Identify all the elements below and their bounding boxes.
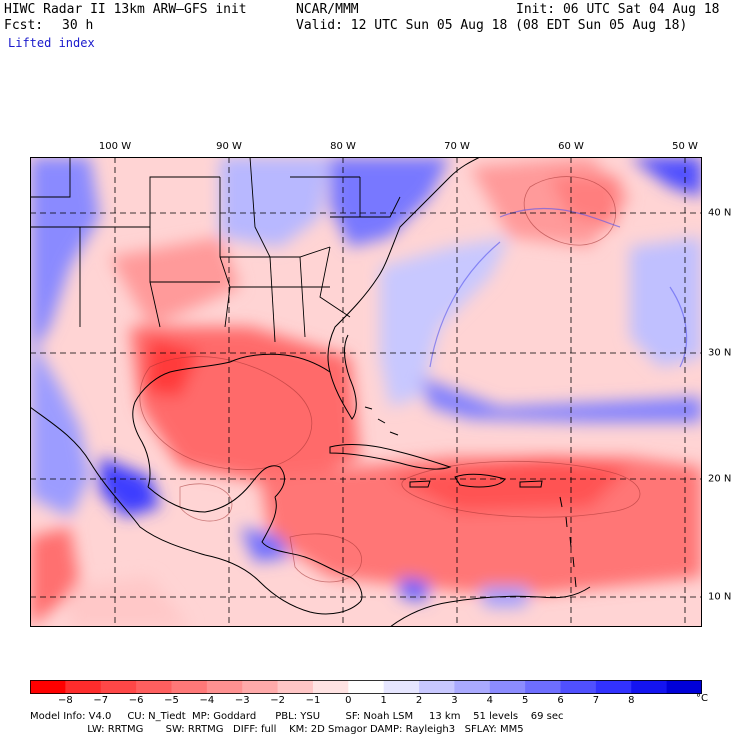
colorbar <box>30 680 702 694</box>
forecast-label: Fcst: <box>4 18 44 33</box>
colorbar-tick-label: −3 <box>234 695 250 706</box>
org-label: NCAR/MMM <box>296 2 359 17</box>
field-shading <box>30 157 702 627</box>
colorbar-tick-label: −1 <box>305 695 321 706</box>
colorbar-tick-label: 1 <box>380 695 387 706</box>
valid-time: Valid: 12 UTC Sun 05 Aug 18 (08 EDT Sun … <box>296 18 688 33</box>
model-info-line-2: LW: RRTMG SW: RRTMG DIFF: full KM: 2D Sm… <box>30 724 524 735</box>
colorbar-cell <box>454 680 491 694</box>
lat-label-30n: 30 N <box>708 347 732 359</box>
colorbar-cell <box>631 680 668 694</box>
colorbar-tick-label: −7 <box>93 695 109 706</box>
forecast-hour: 30 h <box>62 18 94 33</box>
map-frame <box>30 157 702 627</box>
colorbar-tick-label: 8 <box>628 695 635 706</box>
lat-label-40n: 40 N <box>708 207 732 219</box>
colorbar-cell <box>312 680 349 694</box>
lat-label-20n: 20 N <box>708 473 732 485</box>
contour-lines <box>139 176 641 583</box>
colorbar-cell <box>419 680 455 694</box>
colorbar-tick-label: 6 <box>557 695 564 706</box>
colorbar-tick-label: 0 <box>345 695 352 706</box>
lon-label-80w: 80 W <box>330 141 356 152</box>
colorbar-tick-label: 7 <box>592 695 600 706</box>
colorbar-tick-label: 3 <box>451 695 458 706</box>
colorbar-cell <box>171 680 208 694</box>
colorbar-cell <box>136 680 172 694</box>
colorbar-cell <box>100 680 137 694</box>
colorbar-cell <box>65 680 102 694</box>
colorbar-tick-label: −2 <box>270 695 285 706</box>
colorbar-tick-label: 4 <box>486 695 493 706</box>
atlantic-streaks <box>429 207 688 368</box>
colorbar-cell <box>242 680 279 694</box>
colorbar-tick-label: −4 <box>199 695 215 706</box>
lon-label-100w: 100 W <box>98 141 132 152</box>
colorbar-cell <box>525 680 562 694</box>
lifted-index-map <box>30 157 702 627</box>
init-time: Init: 06 UTC Sat 04 Aug 18 <box>516 2 720 17</box>
state-boundaries <box>30 157 401 343</box>
colorbar-tick-label: −8 <box>57 695 73 706</box>
colorbar-cell <box>666 680 702 694</box>
coastlines <box>30 157 591 627</box>
lon-label-90w: 90 W <box>216 141 242 152</box>
field-name: Lifted index <box>8 36 95 50</box>
lat-label-10n: 10 N <box>708 591 732 603</box>
colorbar-cell <box>206 680 243 694</box>
colorbar-cell <box>277 680 314 694</box>
lon-label-70w: 70 W <box>444 141 470 152</box>
colorbar-unit: °C <box>696 693 708 704</box>
lon-label-50w: 50 W <box>672 141 698 152</box>
colorbar-cell <box>560 680 597 694</box>
colorbar-cell <box>383 680 420 694</box>
lon-label-60w: 60 W <box>558 141 584 152</box>
model-info-line-1: Model Info: V4.0 CU: N_Tiedt MP: Goddard… <box>30 711 564 722</box>
colorbar-tick-label: 5 <box>521 695 529 706</box>
colorbar-tick-label: 2 <box>415 695 423 706</box>
model-title: HIWC Radar II 13km ARW–GFS init <box>4 2 247 17</box>
colorbar-tick-label: −6 <box>128 695 144 706</box>
colorbar-cell <box>30 680 66 694</box>
colorbar-tick-label: −5 <box>164 695 179 706</box>
colorbar-cell <box>595 680 632 694</box>
colorbar-cell <box>348 680 385 694</box>
colorbar-cell <box>489 680 526 694</box>
lat-lon-grid <box>30 157 702 627</box>
